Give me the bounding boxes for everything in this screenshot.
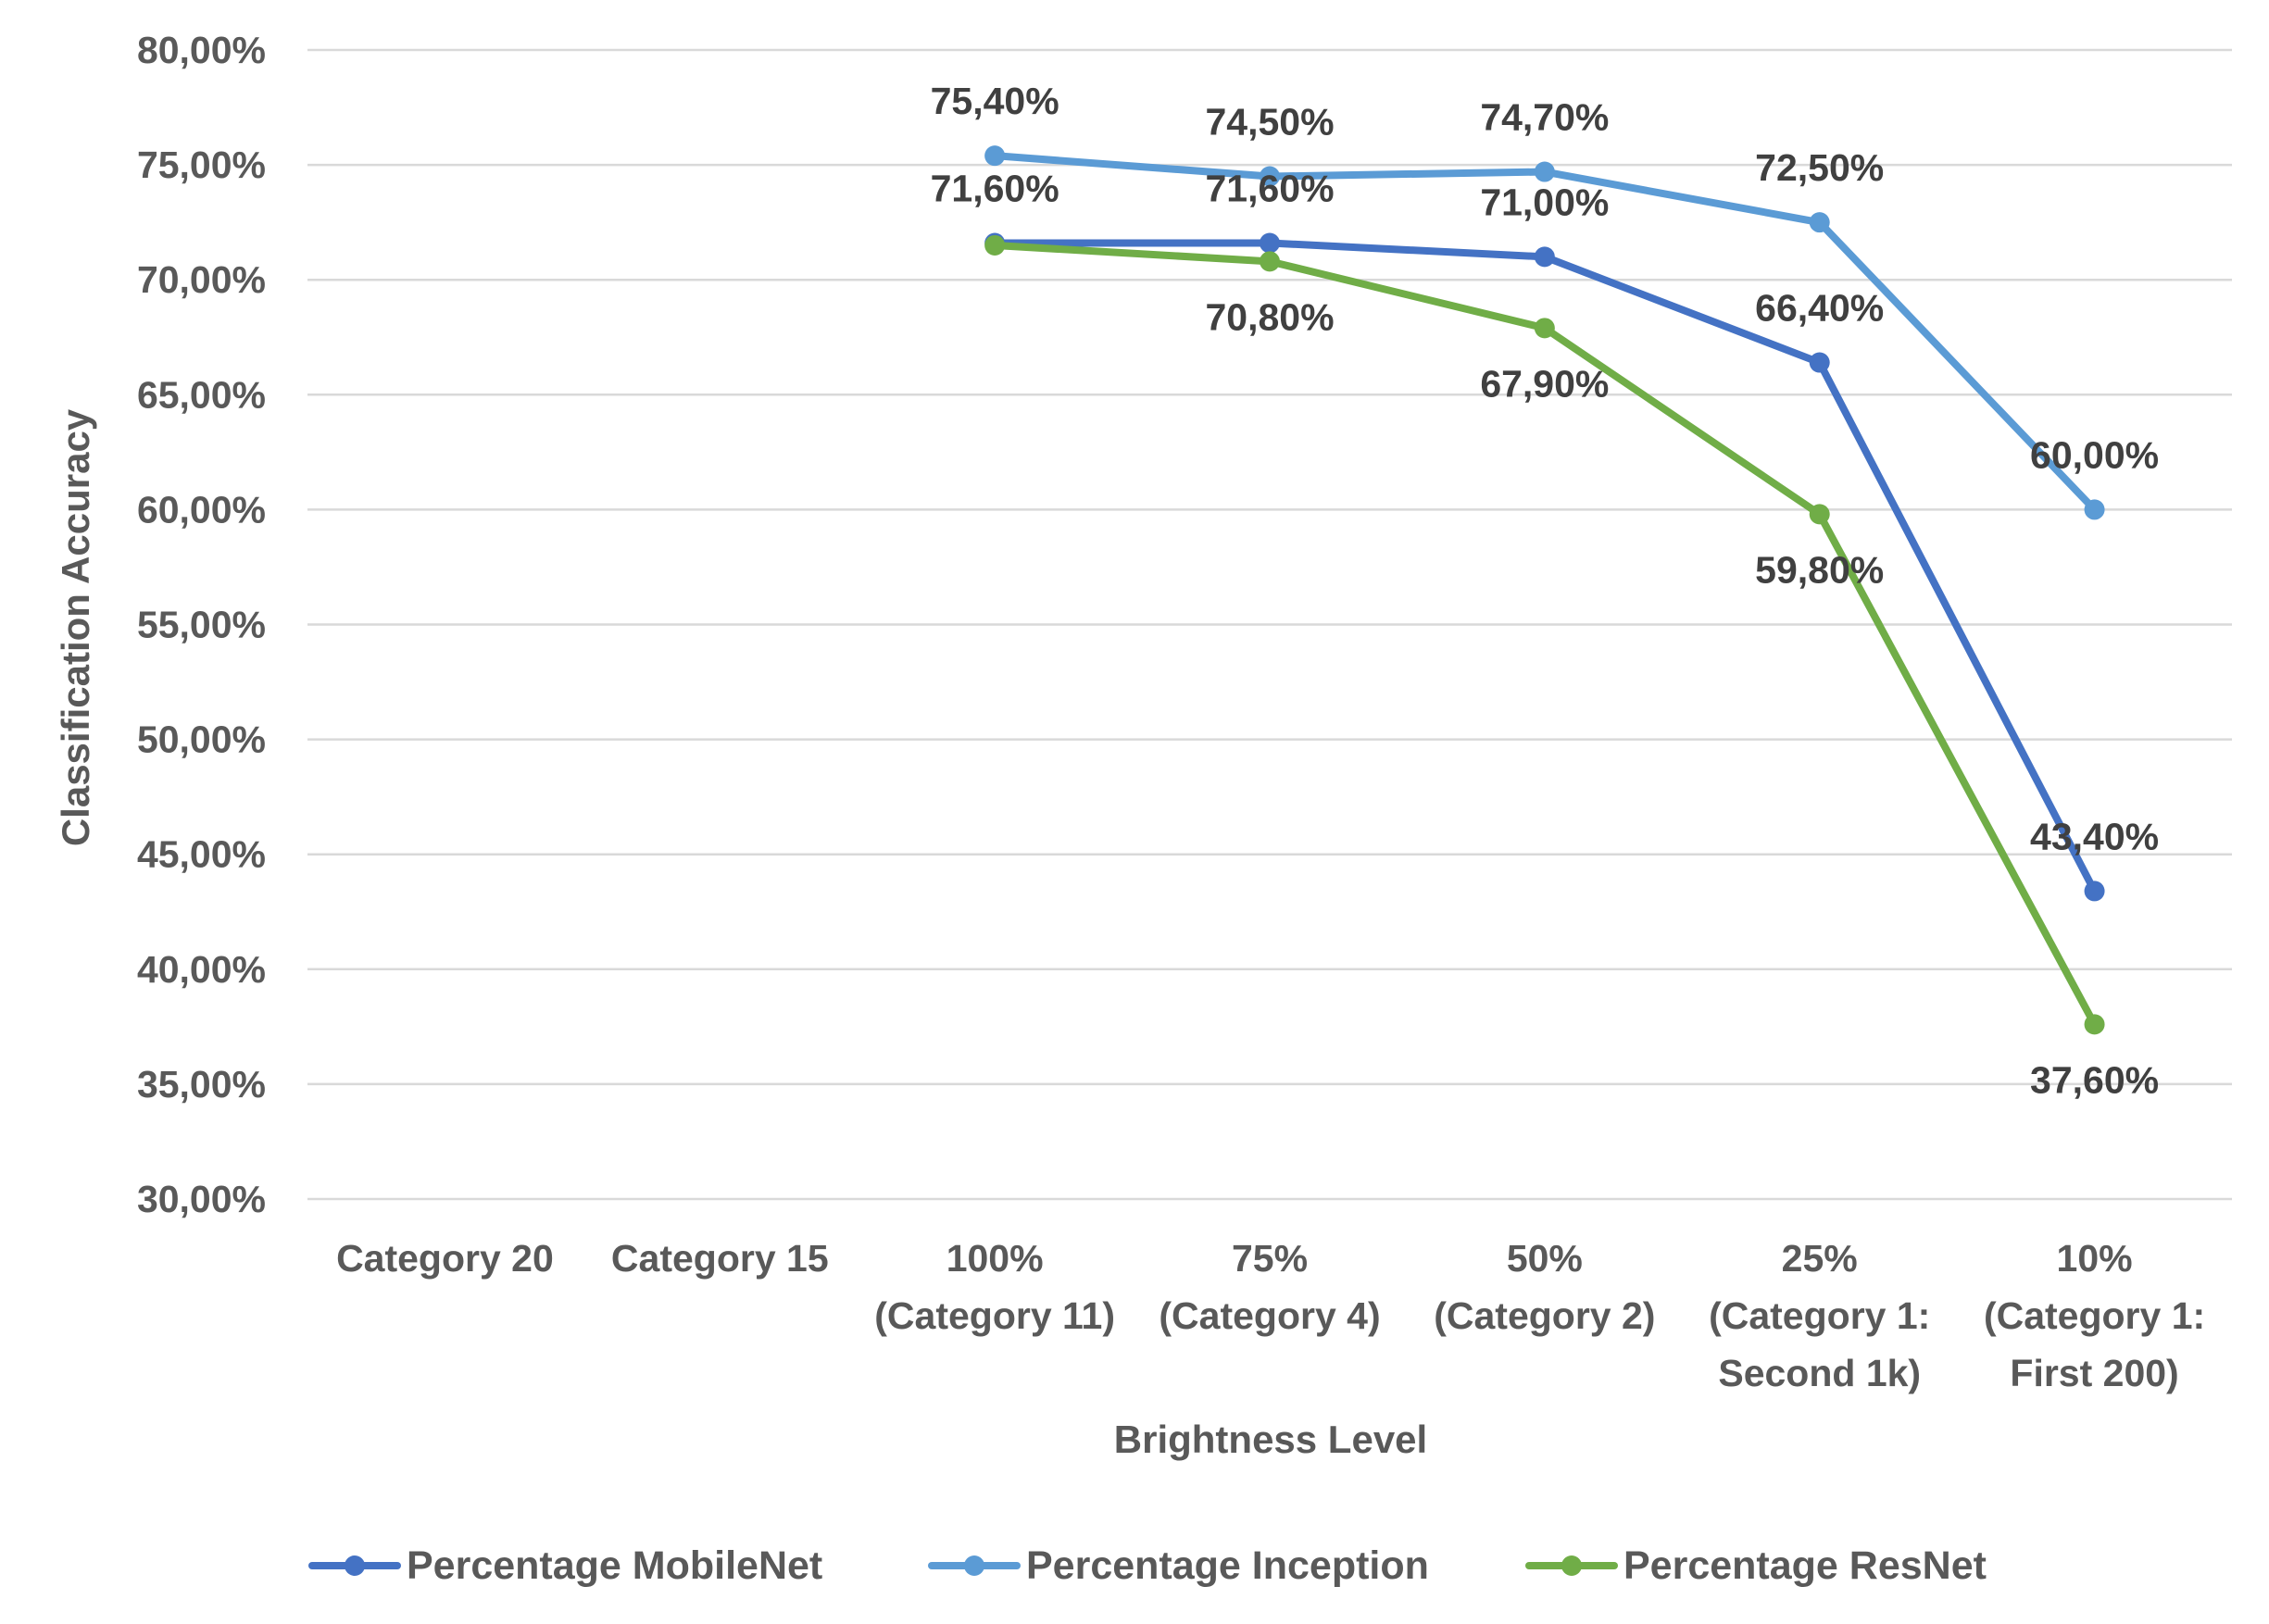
x-tick-label: 25% <box>1782 1237 1858 1280</box>
x-tick-label: (Category 11) <box>874 1294 1115 1337</box>
legend-label: Percentage MobileNet <box>407 1543 822 1588</box>
y-tick-label: 75,00% <box>137 144 266 186</box>
y-tick-label: 35,00% <box>137 1063 266 1106</box>
y-tick-label: 65,00% <box>137 373 266 416</box>
x-tick-label: 10% <box>2057 1237 2133 1280</box>
data-label: 70,80% <box>1205 295 1334 338</box>
x-tick-label: Category 15 <box>611 1237 829 1280</box>
y-tick-label: 50,00% <box>137 718 266 761</box>
y-tick-label: 30,00% <box>137 1178 266 1220</box>
data-point <box>984 234 1006 256</box>
legend-swatch-marker <box>1561 1555 1582 1576</box>
x-tick-label: First 200) <box>2010 1352 2178 1394</box>
data-point <box>984 145 1006 167</box>
data-labels: 71,60% 71,60% 71,00% 66,40% 43,40% 75,40% 74,5… <box>931 80 2159 1101</box>
x-tick-label: Category 20 <box>336 1237 554 1280</box>
x-tick-label: (Category 4) <box>1159 1294 1380 1337</box>
data-point <box>1809 504 1830 525</box>
x-tick-label: 75% <box>1232 1237 1308 1280</box>
legend: Percentage MobileNet Percentage Inception… <box>308 1543 1987 1588</box>
data-label: 43,40% <box>2030 815 2159 857</box>
legend-swatch-marker <box>964 1555 984 1576</box>
x-axis-ticks: Category 20 Category 15 100% (Category 11) 7… <box>336 1237 2205 1394</box>
data-point <box>1260 166 1280 187</box>
y-axis-title: Classification Accuracy <box>54 408 97 846</box>
data-label: 59,80% <box>1755 548 1884 591</box>
x-tick-label: (Category 2) <box>1434 1294 1655 1337</box>
data-point <box>1260 232 1280 254</box>
data-point <box>2084 499 2105 520</box>
legend-label: Percentage Inception <box>1026 1543 1429 1588</box>
data-label: 71,00% <box>1480 181 1609 223</box>
legend-item: Percentage Inception <box>928 1543 1429 1588</box>
data-point <box>2084 881 2105 902</box>
y-tick-label: 80,00% <box>137 29 266 71</box>
data-label: 74,70% <box>1480 96 1609 139</box>
data-label: 71,60% <box>1205 167 1334 209</box>
data-label: 60,00% <box>2030 433 2159 476</box>
series-lines <box>984 145 2105 1035</box>
legend-label: Percentage ResNet <box>1623 1543 1987 1588</box>
data-point <box>1260 251 1280 272</box>
x-tick-label: 50% <box>1507 1237 1583 1280</box>
data-label: 75,40% <box>931 80 1059 122</box>
y-tick-label: 70,00% <box>137 258 266 301</box>
legend-item: Percentage MobileNet <box>308 1543 822 1588</box>
y-tick-label: 45,00% <box>137 833 266 876</box>
x-tick-label: Second 1k) <box>1718 1352 1921 1394</box>
data-point <box>1809 212 1830 233</box>
x-tick-label: (Category 1: <box>1984 1294 2205 1337</box>
y-axis-ticks: 30,00% 35,00% 40,00% 45,00% 50,00% 55,00% 60,0… <box>137 29 266 1220</box>
data-point <box>1534 318 1555 339</box>
y-tick-label: 60,00% <box>137 488 266 531</box>
data-point <box>1534 161 1555 182</box>
y-tick-label: 40,00% <box>137 948 266 991</box>
x-axis-title: Brightness Level <box>1114 1418 1427 1461</box>
data-label: 66,40% <box>1755 287 1884 330</box>
data-label: 37,60% <box>2030 1058 2159 1101</box>
data-label: 67,90% <box>1480 362 1609 405</box>
data-label: 71,60% <box>931 167 1059 209</box>
x-tick-label: (Category 1: <box>1709 1294 1930 1337</box>
data-label: 74,50% <box>1205 101 1334 144</box>
legend-swatch-marker <box>345 1555 365 1576</box>
y-tick-label: 55,00% <box>137 604 266 646</box>
data-point <box>2084 1014 2105 1035</box>
x-tick-label: 100% <box>946 1237 1044 1280</box>
gridlines <box>307 48 2232 1201</box>
data-point <box>1809 352 1830 373</box>
data-label: 72,50% <box>1755 146 1884 189</box>
data-point <box>1534 246 1555 268</box>
legend-item: Percentage ResNet <box>1525 1543 1987 1588</box>
